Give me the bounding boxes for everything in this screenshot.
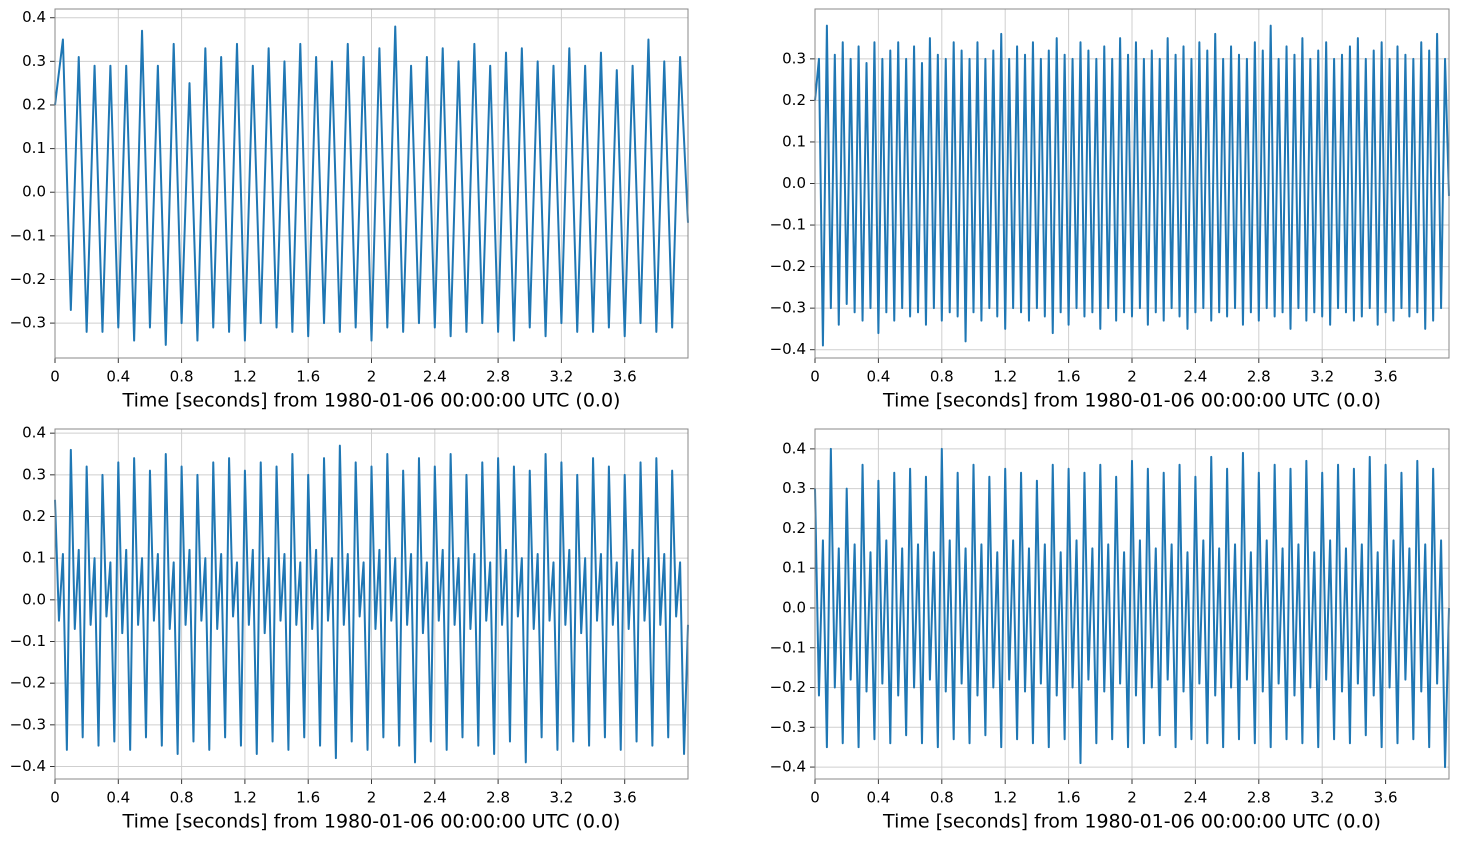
axes-frame xyxy=(814,428,1450,780)
y-tick-label: 0.2 xyxy=(22,507,46,525)
x-tick-label: 0.8 xyxy=(930,789,954,807)
x-tick-label: 0 xyxy=(810,789,820,807)
signal-line xyxy=(814,24,1450,347)
y-tick-label: 0.0 xyxy=(22,183,46,201)
x-tick-label: 3.2 xyxy=(1310,368,1334,386)
y-tick-label: −0.2 xyxy=(10,674,46,692)
y-tick-label: −0.4 xyxy=(770,340,806,358)
x-tick-label: 1.2 xyxy=(993,789,1017,807)
y-tick-label: 0.0 xyxy=(782,598,806,616)
y-tick-label: 0.3 xyxy=(22,465,46,483)
x-tick-label: 2 xyxy=(1127,368,1137,386)
x-tick-label: 1.2 xyxy=(993,368,1017,386)
y-tick-label: −0.4 xyxy=(770,758,806,776)
x-tick-label: 0 xyxy=(50,368,60,386)
x-axis-label: Time [seconds] from 1980-01-06 00:00:00 … xyxy=(882,811,1381,833)
x-tick-label: 2.4 xyxy=(423,789,447,807)
y-tick-label: −0.1 xyxy=(770,216,806,234)
x-tick-label: 2.8 xyxy=(1247,789,1271,807)
signal-line xyxy=(814,447,1450,769)
axes-frame xyxy=(814,8,1450,359)
y-tick-label: 0.4 xyxy=(782,439,806,457)
y-tick-label: 0.2 xyxy=(782,91,806,109)
y-tick-label: 0.1 xyxy=(782,132,806,150)
y-tick-label: −0.3 xyxy=(770,718,806,736)
x-tick-label: 2.4 xyxy=(423,368,447,386)
y-tick-label: 0.2 xyxy=(22,95,46,113)
x-tick-label: 0.8 xyxy=(930,368,954,386)
x-tick-label: 3.6 xyxy=(1374,789,1398,807)
x-axis-label: Time [seconds] from 1980-01-06 00:00:00 … xyxy=(122,390,621,412)
x-tick-label: 2.4 xyxy=(1183,368,1207,386)
y-tick-label: −0.1 xyxy=(10,226,46,244)
y-tick-label: 0.1 xyxy=(782,559,806,577)
x-tick-label: 2 xyxy=(367,789,377,807)
x-tick-label: 0.8 xyxy=(170,368,194,386)
x-tick-label: 3.2 xyxy=(549,368,573,386)
y-tick-label: 0.0 xyxy=(782,174,806,192)
x-tick-label: 1.2 xyxy=(233,368,257,386)
x-tick-label: 0.4 xyxy=(106,789,130,807)
x-tick-label: 2 xyxy=(1127,789,1137,807)
signal-line xyxy=(54,444,689,764)
signal-line xyxy=(54,25,689,346)
y-tick-label: −0.2 xyxy=(10,270,46,288)
x-tick-label: 1.6 xyxy=(1057,789,1081,807)
y-tick-label: 0.4 xyxy=(22,424,46,442)
x-tick-label: 3.6 xyxy=(613,789,637,807)
x-axis-label: Time [seconds] from 1980-01-06 00:00:00 … xyxy=(122,811,621,833)
y-tick-label: 0.4 xyxy=(22,8,46,26)
x-tick-label: 0.4 xyxy=(866,789,890,807)
x-tick-label: 2 xyxy=(367,368,377,386)
y-tick-label: −0.3 xyxy=(10,715,46,733)
x-tick-label: 3.6 xyxy=(1374,368,1398,386)
x-tick-label: 2.8 xyxy=(1247,368,1271,386)
y-tick-label: 0.2 xyxy=(782,519,806,537)
x-tick-label: 0.4 xyxy=(106,368,130,386)
x-tick-label: 3.2 xyxy=(1310,789,1334,807)
x-tick-label: 2.4 xyxy=(1183,789,1207,807)
x-tick-label: 3.6 xyxy=(613,368,637,386)
x-tick-label: 0 xyxy=(810,368,820,386)
x-tick-label: 2.8 xyxy=(486,789,510,807)
x-tick-label: 0.8 xyxy=(170,789,194,807)
x-tick-label: 1.2 xyxy=(233,789,257,807)
y-tick-label: 0.3 xyxy=(782,479,806,497)
x-tick-label: 1.6 xyxy=(296,368,320,386)
y-tick-label: 0.0 xyxy=(22,590,46,608)
y-tick-label: −0.3 xyxy=(770,299,806,317)
y-tick-label: −0.2 xyxy=(770,678,806,696)
x-tick-label: 2.8 xyxy=(486,368,510,386)
axes-frame xyxy=(54,8,689,359)
y-tick-label: 0.3 xyxy=(22,52,46,70)
x-tick-label: 0 xyxy=(50,789,60,807)
x-tick-label: 0.4 xyxy=(866,368,890,386)
y-tick-label: −0.4 xyxy=(10,757,46,775)
y-tick-label: −0.3 xyxy=(10,314,46,332)
y-tick-label: −0.1 xyxy=(10,632,46,650)
y-tick-label: −0.1 xyxy=(770,638,806,656)
x-tick-label: 1.6 xyxy=(1057,368,1081,386)
y-tick-label: −0.2 xyxy=(770,257,806,275)
y-tick-label: 0.3 xyxy=(782,49,806,67)
x-tick-label: 1.6 xyxy=(296,789,320,807)
x-axis-label: Time [seconds] from 1980-01-06 00:00:00 … xyxy=(882,390,1381,412)
x-tick-label: 3.2 xyxy=(549,789,573,807)
y-tick-label: 0.1 xyxy=(22,549,46,567)
axes-frame xyxy=(54,428,689,780)
y-tick-label: 0.1 xyxy=(22,139,46,157)
